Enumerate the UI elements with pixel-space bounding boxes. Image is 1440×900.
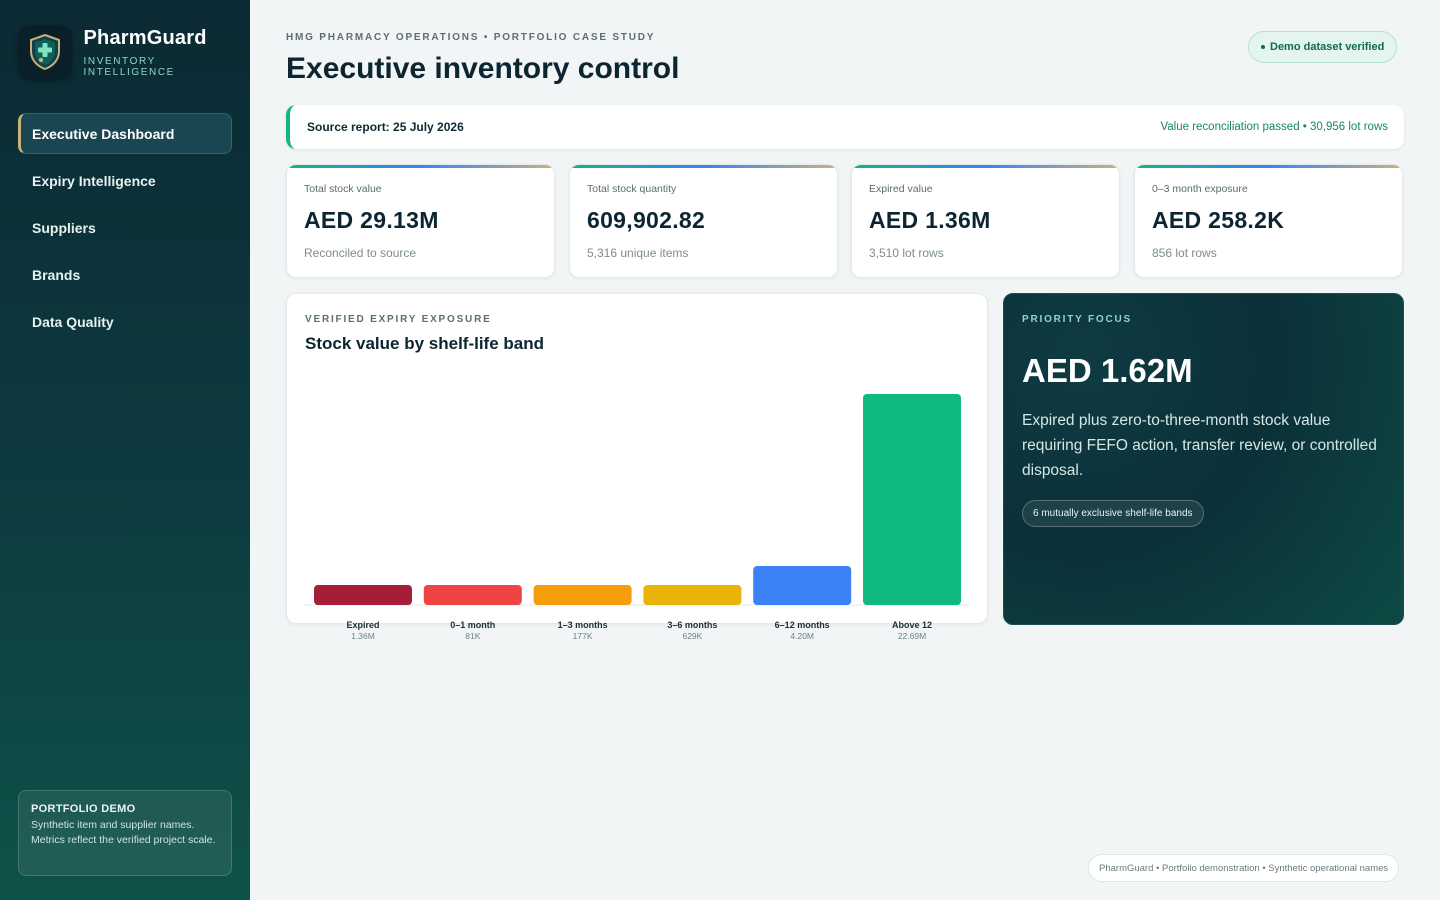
chart-bar [753,565,852,605]
demo-title: PORTFOLIO DEMO [31,803,136,815]
brand-name: PharmGuard [83,26,207,49]
chart-value-label: 4.20M [790,631,814,641]
kpi-note: 856 lot rows [1152,246,1217,260]
shelf-life-bands-pill: 6 mutually exclusive shelf-life bands [1022,500,1204,527]
brand: PharmGuard INVENTORY INTELLIGENCE [18,25,250,79]
demo-text: Synthetic item and supplier names. Metri… [31,819,216,846]
reconciliation-status: Value reconciliation passed • 30,956 lot… [1160,121,1388,133]
sidebar-nav: Executive Dashboard Expiry Intelligence … [18,113,232,348]
focus-value: AED 1.62M [1022,352,1193,389]
kpi-label: Total stock quantity [587,183,677,195]
kpi-label: 0–3 month exposure [1152,183,1248,195]
verified-badge: Demo dataset verified [1248,31,1398,63]
chart-value-label: 177K [573,631,593,641]
chart-value-label: 81K [465,631,480,641]
kpi-value: AED 29.13M [304,207,439,233]
focus-eyebrow: PRIORITY FOCUS [1022,314,1133,325]
priority-focus-card: PRIORITY FOCUS AED 1.62M Expired plus ze… [1003,293,1404,625]
kpi-card-expired-value: Expired value AED 1.36M 3,510 lot rows [851,164,1120,278]
kpi-note: 5,316 unique items [587,246,689,260]
chart-category-label: 6–12 months [775,620,830,630]
kpi-value: 609,902.82 [587,207,706,233]
sidebar-item-executive-dashboard[interactable]: Executive Dashboard [18,113,232,154]
source-report: Source report: 25 July 2026 [307,120,464,134]
status-dot-icon [1261,45,1265,49]
focus-description: Expired plus zero-to-three-month stock v… [1022,412,1377,479]
kpi-label: Total stock value [304,183,382,195]
page-title: Executive inventory control [286,52,680,85]
chart-eyebrow: VERIFIED EXPIRY EXPOSURE [305,314,492,325]
kpi-note: 3,510 lot rows [869,246,944,260]
chart-value-label: 629K [682,631,702,641]
chart-category-label: 3–6 months [667,620,717,630]
shield-cross-icon [18,25,72,79]
chart-bar [533,585,632,605]
chart-category-label: Above 12 [892,620,932,630]
chart-bar [423,585,522,605]
sidebar: PharmGuard INVENTORY INTELLIGENCE Execut… [0,0,250,900]
chart-bar [863,394,961,605]
chart-bar [314,585,412,605]
chart-category-label: Expired [346,620,379,630]
chart-category-label: 0–1 month [450,620,495,630]
chart-value-label: 1.36M [351,631,375,641]
kpi-card-total-stock-value: Total stock value AED 29.13M Reconciled … [286,164,555,278]
page-eyebrow: HMG PHARMACY OPERATIONS • PORTFOLIO CASE… [286,32,656,43]
kpi-label: Expired value [869,183,933,195]
kpi-note: Reconciled to source [304,246,417,260]
kpi-value: AED 1.36M [869,207,991,233]
source-bar: Source report: 25 July 2026 Value reconc… [286,105,1404,149]
chart-value-label: 22.69M [898,631,926,641]
sidebar-item-data-quality[interactable]: Data Quality [32,313,114,330]
kpi-card-0-3-month-exposure: 0–3 month exposure AED 258.2K 856 lot ro… [1134,164,1403,278]
brand-subtitle: INVENTORY INTELLIGENCE [83,55,175,78]
kpi-card-total-stock-quantity: Total stock quantity 609,902.82 5,316 un… [569,164,838,278]
chart-bar [643,585,742,605]
portfolio-demo-note: PORTFOLIO DEMO Synthetic item and suppli… [18,790,232,876]
chart-title: Stock value by shelf-life band [305,334,545,353]
sidebar-item-brands[interactable]: Brands [32,266,81,283]
verified-badge-label: Demo dataset verified [1270,41,1385,53]
chart-category-label: 1–3 months [558,620,608,630]
footer-note: PharmGuard • Portfolio demonstration • S… [1088,854,1400,882]
kpi-value: AED 258.2K [1152,207,1285,233]
sidebar-item-expiry-intelligence[interactable]: Expiry Intelligence [32,172,156,189]
sidebar-item-suppliers[interactable]: Suppliers [32,219,96,236]
